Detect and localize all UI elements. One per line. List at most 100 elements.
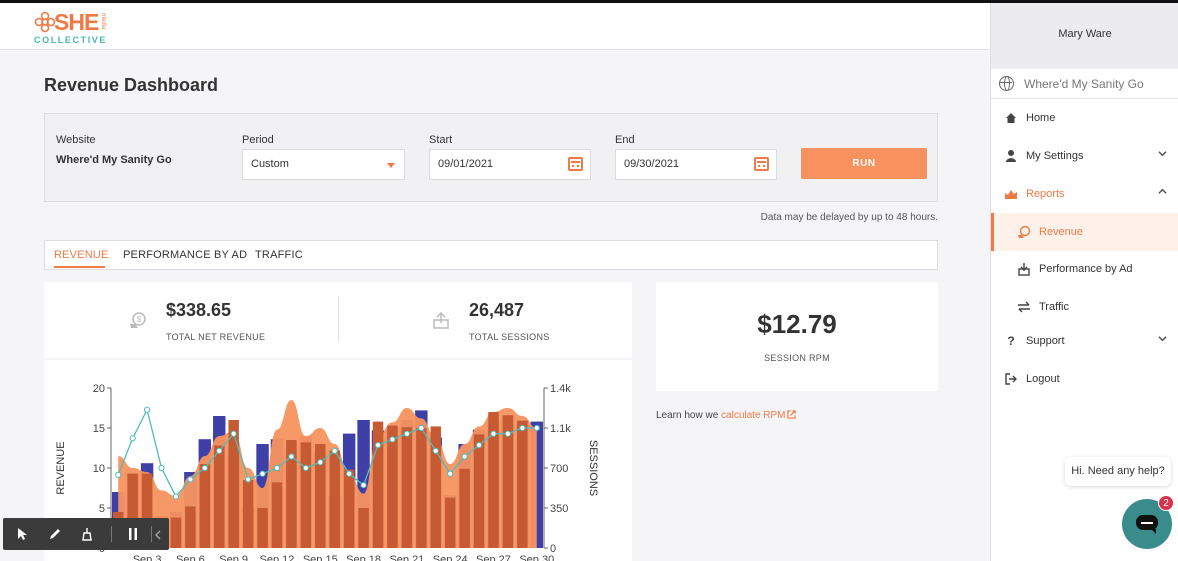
chart-y-tick-label: 20 bbox=[93, 383, 105, 395]
sidebar-item-performance-by-ad[interactable]: Performance by Ad bbox=[991, 250, 1178, 288]
chart-sessions-point bbox=[461, 453, 468, 460]
tab-revenue[interactable]: REVENUE bbox=[54, 249, 109, 261]
chart-sessions-point bbox=[302, 464, 309, 472]
chart-bar-series-2 bbox=[286, 440, 297, 548]
user-name[interactable]: Mary Ware bbox=[991, 3, 1178, 69]
eraser-tool-button[interactable] bbox=[71, 518, 103, 550]
she-media-logo[interactable]: SHE media COLLECTIVE bbox=[34, 9, 114, 45]
chart-x-tick-label: Sep 30 bbox=[519, 554, 554, 561]
calendar-icon[interactable] bbox=[568, 157, 583, 171]
chart-bar-series-2 bbox=[343, 469, 355, 548]
sidebar-item-logout[interactable]: Logout bbox=[991, 360, 1178, 398]
end-date-value: 09/30/2021 bbox=[624, 158, 680, 170]
start-date-input[interactable]: 09/01/2021 bbox=[429, 149, 591, 180]
chart-sessions-point bbox=[259, 470, 266, 477]
calendar-icon[interactable] bbox=[754, 157, 769, 171]
active-tab-indicator bbox=[54, 266, 105, 268]
chart-bar-series-2 bbox=[300, 442, 312, 548]
chart-x-tick-label: Sep 3 bbox=[133, 554, 162, 561]
pause-button[interactable] bbox=[117, 518, 149, 550]
sidebar-item-label: Performance by Ad bbox=[1039, 263, 1133, 275]
stat-divider bbox=[338, 296, 339, 341]
chart-bar-series-2 bbox=[459, 468, 470, 548]
period-select[interactable]: Custom bbox=[242, 149, 405, 180]
chart-x-tick-label: Sep 18 bbox=[346, 554, 381, 561]
chart-bar-series-2 bbox=[199, 464, 211, 548]
sidebar-item-traffic[interactable]: Traffic bbox=[991, 288, 1178, 326]
total-sessions-label: TOTAL SESSIONS bbox=[469, 332, 550, 342]
pen-tool-button[interactable] bbox=[39, 518, 71, 550]
run-button[interactable]: RUN bbox=[801, 148, 927, 179]
start-label: Start bbox=[429, 134, 453, 146]
chart-y2-tick-label: 1.4k bbox=[550, 383, 571, 395]
chart-sessions-point bbox=[187, 476, 194, 483]
end-date-input[interactable]: 09/30/2021 bbox=[615, 149, 777, 180]
chart-sessions-point bbox=[418, 424, 425, 432]
chart-sessions-point bbox=[504, 430, 512, 437]
sidebar-item-revenue[interactable]: Revenue bbox=[991, 213, 1178, 251]
chart-sessions-point bbox=[172, 493, 180, 500]
toolbar-separator bbox=[111, 526, 112, 542]
chart-sessions-point bbox=[346, 470, 353, 477]
chart-bar-series-2 bbox=[387, 425, 398, 548]
sidebar-item-support[interactable]: ? Support bbox=[991, 322, 1178, 360]
cursor-icon bbox=[18, 528, 27, 540]
website-label: Website bbox=[56, 134, 96, 146]
chart-x-tick-label: Sep 6 bbox=[176, 554, 205, 561]
chart-bar-series-2 bbox=[473, 434, 485, 548]
chart-y2-tick-label: 1.1k bbox=[550, 423, 571, 435]
calculate-rpm-link[interactable]: calculate RPM bbox=[721, 410, 796, 421]
chart-bar-series-2 bbox=[329, 450, 340, 548]
money-icon bbox=[1018, 225, 1031, 238]
flower-logo-icon bbox=[34, 11, 56, 33]
sidebar-item-reports[interactable]: Reports bbox=[991, 175, 1178, 213]
chart-bar-series-2 bbox=[488, 412, 499, 548]
chart-sessions-point bbox=[403, 430, 410, 437]
chart-bar-series-2 bbox=[170, 517, 182, 548]
chart-sessions-point bbox=[158, 464, 165, 472]
collapse-toolbar-button[interactable] bbox=[147, 518, 169, 550]
logout-icon bbox=[1005, 373, 1017, 385]
chart-sessions-point bbox=[533, 424, 540, 432]
chart-bar-series-2 bbox=[315, 444, 326, 548]
sidebar-item-label: Revenue bbox=[1039, 226, 1084, 238]
chart-bar-series-2 bbox=[416, 428, 427, 548]
start-date-value: 09/01/2021 bbox=[438, 158, 494, 170]
total-sessions-value: 26,487 bbox=[469, 300, 525, 320]
broom-icon bbox=[82, 528, 92, 541]
sessions-icon bbox=[433, 311, 449, 329]
chart-bar-series-2 bbox=[517, 420, 528, 548]
home-icon bbox=[1006, 113, 1016, 123]
chart-x-tick-label: Sep 27 bbox=[476, 554, 511, 561]
logo-collective-text: COLLECTIVE bbox=[34, 35, 108, 45]
top-header: SHE media COLLECTIVE bbox=[0, 3, 990, 50]
chart-sessions-point bbox=[432, 447, 439, 454]
globe-icon bbox=[999, 76, 1014, 91]
chart-bar-series-2 bbox=[502, 415, 514, 548]
chart-y2-axis-label: SESSIONS bbox=[587, 440, 599, 496]
sidebar-item-my-settings[interactable]: My Settings bbox=[991, 137, 1178, 175]
totals-card: $ $338.65 TOTAL NET REVENUE 26,487 TOTAL… bbox=[44, 282, 632, 358]
annotation-toolbar bbox=[3, 518, 169, 550]
chat-help-bubble[interactable]: Hi. Need any help? bbox=[1065, 457, 1171, 486]
main-content: SHE media COLLECTIVE Revenue Dashboard W… bbox=[0, 3, 990, 561]
calculate-rpm-link-text: calculate RPM bbox=[721, 410, 786, 421]
tab-traffic[interactable]: TRAFFIC bbox=[255, 249, 303, 261]
chart-sessions-point bbox=[360, 482, 367, 489]
ad-icon bbox=[1018, 263, 1030, 276]
sidebar-item-label: My Settings bbox=[1026, 150, 1084, 162]
site-selector[interactable]: Where'd My Sanity Go bbox=[991, 69, 1178, 99]
sidebar-item-home[interactable]: Home bbox=[991, 99, 1178, 137]
tab-performance-by-ad[interactable]: PERFORMANCE BY AD bbox=[123, 249, 248, 261]
sidebar-item-label: Reports bbox=[1026, 188, 1065, 200]
pointer-tool-button[interactable] bbox=[7, 518, 39, 550]
svg-text:$: $ bbox=[137, 315, 142, 324]
chart-bar-series-2 bbox=[185, 506, 196, 548]
chart-sessions-point bbox=[374, 442, 382, 449]
chart-bar-series-2 bbox=[430, 426, 441, 548]
sidebar-item-label: Traffic bbox=[1039, 301, 1069, 313]
logo-she-text: SHE bbox=[54, 9, 99, 35]
chart-y2-tick-label: 350 bbox=[550, 503, 568, 515]
chart-x-tick-label: Sep 24 bbox=[433, 554, 468, 561]
chart-sessions-point bbox=[143, 406, 151, 413]
